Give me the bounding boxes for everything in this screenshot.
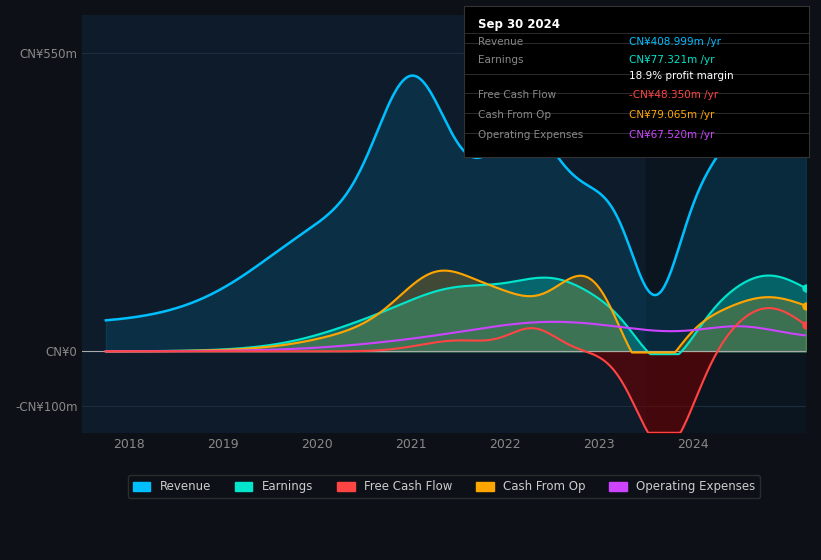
- Text: CN¥408.999m /yr: CN¥408.999m /yr: [630, 38, 722, 48]
- Text: Cash From Op: Cash From Op: [478, 110, 551, 120]
- Text: CN¥79.065m /yr: CN¥79.065m /yr: [630, 110, 715, 120]
- Text: Sep 30 2024: Sep 30 2024: [478, 18, 560, 31]
- Legend: Revenue, Earnings, Free Cash Flow, Cash From Op, Operating Expenses: Revenue, Earnings, Free Cash Flow, Cash …: [128, 475, 760, 498]
- Bar: [646, 15, 806, 433]
- Text: CN¥77.321m /yr: CN¥77.321m /yr: [630, 55, 715, 66]
- Text: Operating Expenses: Operating Expenses: [478, 129, 583, 139]
- Text: 18.9% profit margin: 18.9% profit margin: [630, 71, 734, 81]
- Text: -CN¥48.350m /yr: -CN¥48.350m /yr: [630, 90, 718, 100]
- Text: Earnings: Earnings: [478, 55, 523, 66]
- Text: Free Cash Flow: Free Cash Flow: [478, 90, 556, 100]
- Text: Revenue: Revenue: [478, 38, 523, 48]
- Text: CN¥67.520m /yr: CN¥67.520m /yr: [630, 129, 715, 139]
